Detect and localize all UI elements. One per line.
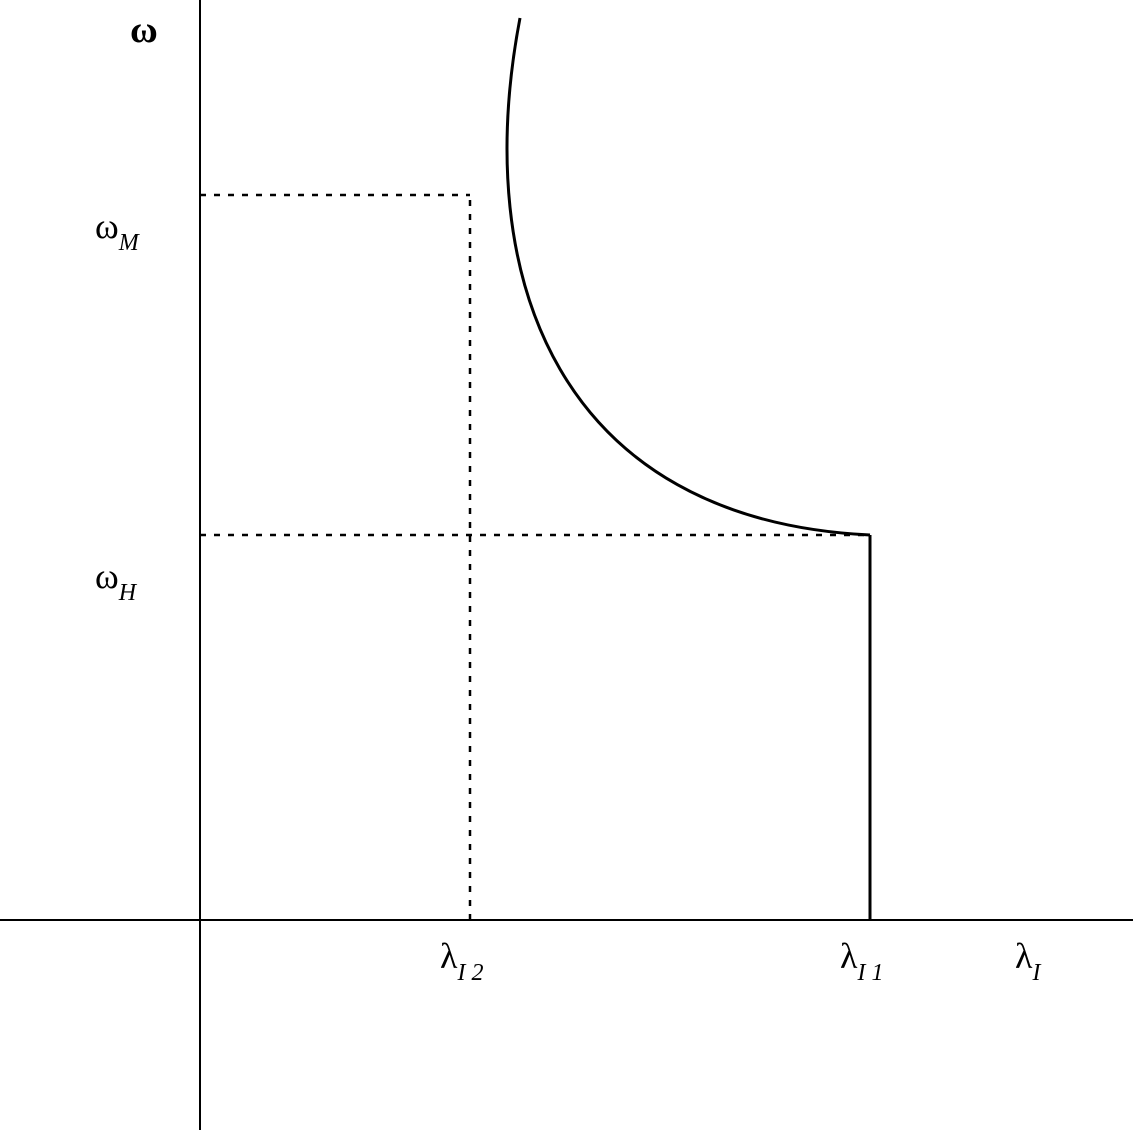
- x-axis-label: λI: [1015, 935, 1040, 983]
- lambda-i1-symbol: λ: [840, 936, 857, 976]
- lambda-i2-label: λI 2: [440, 935, 483, 983]
- lambda-i2-subscript: I 2: [457, 960, 483, 986]
- omega-m-label: ωM: [95, 205, 139, 253]
- lambda-i1-subscript: I 1: [857, 960, 883, 986]
- omega-h-symbol: ω: [95, 556, 119, 596]
- chart-svg: [0, 0, 1133, 1130]
- omega-h-label: ωH: [95, 555, 136, 603]
- omega-m-symbol: ω: [95, 206, 119, 246]
- omega-symbol: ω: [130, 9, 158, 51]
- lambda-subscript: I: [1032, 960, 1040, 986]
- y-axis-label: ω: [130, 8, 158, 52]
- lambda-i2-symbol: λ: [440, 936, 457, 976]
- omega-m-subscript: M: [119, 230, 139, 256]
- chart-container: ω ωM ωH λI 2 λI 1 λI: [0, 0, 1133, 1130]
- omega-h-subscript: H: [119, 580, 136, 606]
- lambda-symbol: λ: [1015, 936, 1032, 976]
- lambda-i1-label: λI 1: [840, 935, 883, 983]
